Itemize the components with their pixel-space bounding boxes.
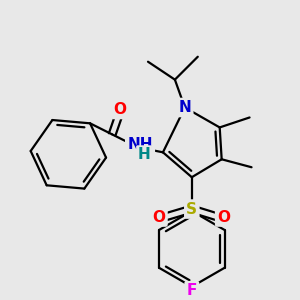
Text: H: H — [138, 147, 150, 162]
Text: NH: NH — [127, 137, 153, 152]
Text: O: O — [152, 209, 166, 224]
Text: N: N — [178, 100, 191, 115]
Text: O: O — [217, 209, 230, 224]
Text: S: S — [186, 202, 197, 217]
Text: F: F — [187, 283, 197, 298]
Text: O: O — [114, 102, 127, 117]
